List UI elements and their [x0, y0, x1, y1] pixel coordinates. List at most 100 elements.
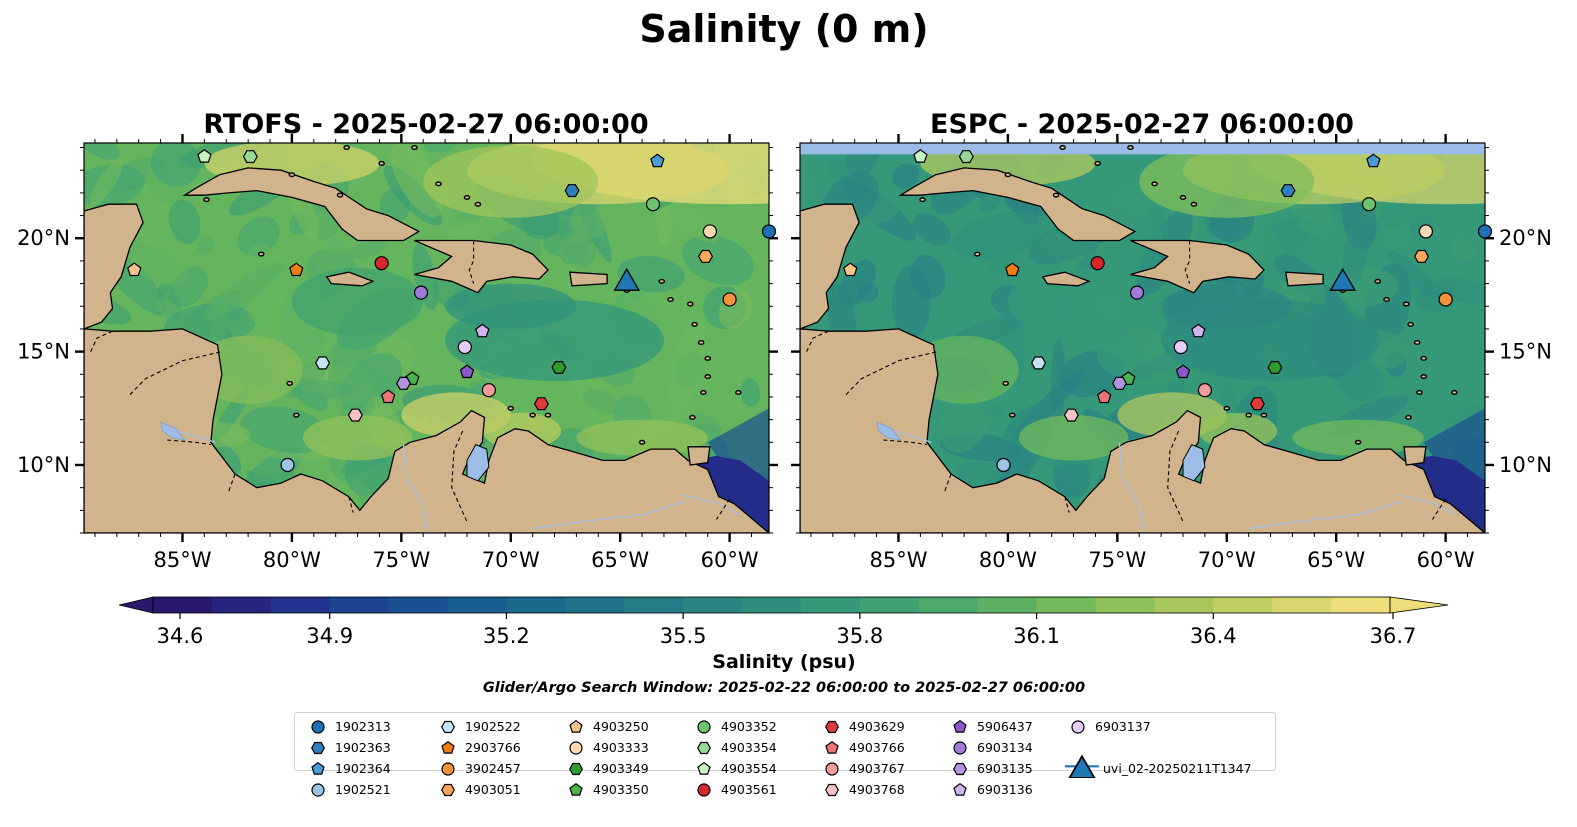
- country-border: [129, 351, 223, 396]
- legend-item-4903768: 4903768: [819, 779, 905, 800]
- legend-item-4903354: 4903354: [691, 737, 777, 758]
- legend-item-3902457: 3902457: [435, 758, 521, 779]
- colorbar-tick-label: 35.5: [660, 624, 707, 648]
- search-window-caption: Glider/Argo Search Window: 2025-02-22 06…: [483, 680, 1085, 696]
- colorbar-frame: [152, 596, 1391, 614]
- colorbar-segment: [506, 597, 566, 613]
- legend-item-6903136: 6903136: [947, 779, 1033, 800]
- legend-label: 5906437: [977, 719, 1033, 734]
- colorbar-segment: [859, 597, 920, 613]
- islet: [1405, 414, 1412, 420]
- country-border: [1184, 240, 1191, 284]
- platform-marker-4903554: [913, 149, 928, 163]
- country-border: [451, 430, 468, 522]
- islet: [529, 412, 536, 418]
- land-yucatan: [800, 203, 860, 330]
- legend-label: 4903766: [849, 740, 905, 755]
- platform-marker-4903768: [347, 408, 363, 422]
- platform-marker-6903136: [475, 323, 490, 338]
- legend-label: 4903554: [721, 761, 777, 776]
- islet: [1374, 278, 1382, 284]
- islet: [667, 296, 674, 302]
- islet: [1059, 145, 1066, 151]
- islet: [1383, 296, 1390, 302]
- river-line: [681, 493, 741, 516]
- islet: [378, 160, 385, 166]
- legend-label: 1902313: [335, 719, 391, 734]
- legend-item-1902522: 1902522: [435, 716, 521, 737]
- legend-marker-hexagon-icon: [825, 783, 839, 796]
- legend-item-4903561: 4903561: [691, 779, 777, 800]
- land-hispaniola: [414, 239, 549, 294]
- land-yucatan: [84, 203, 144, 330]
- legend-marker-circle-icon: [825, 761, 839, 776]
- country-border: [883, 439, 927, 446]
- legend-item-uvi_02-20250211T1347: uvi_02-20250211T1347: [1065, 754, 1252, 779]
- legend-item-4903349: 4903349: [563, 758, 649, 779]
- country-border: [227, 473, 236, 493]
- legend-marker-pentagon-icon: [569, 782, 583, 796]
- islet: [686, 301, 694, 307]
- panel-title-espc: ESPC - 2025-02-27 06:00:00: [930, 109, 1354, 140]
- map-frame: [799, 142, 1486, 534]
- colorbar-segment: [1154, 597, 1214, 613]
- legend-item-4903333: 4903333: [563, 737, 649, 758]
- land-layer: [84, 145, 769, 533]
- platform-marker-4903051: [698, 249, 714, 263]
- platform-marker-1902522: [1031, 356, 1047, 370]
- platform-marker-4903354: [242, 150, 258, 164]
- legend-marker-pentagon-icon: [569, 719, 583, 733]
- lon-tick-label: 85°W: [153, 548, 211, 572]
- platform-marker-6903136: [1191, 323, 1206, 338]
- islet: [1354, 439, 1362, 445]
- legend-item-5906437: 5906437: [947, 716, 1033, 737]
- legend-marker-hexagon-icon: [441, 783, 455, 796]
- lon-tick-label: 60°W: [1417, 548, 1475, 572]
- lon-tick-label: 60°W: [701, 548, 759, 572]
- legend-item-4903051: 4903051: [435, 779, 521, 800]
- lat-tick-label: 15°N: [17, 340, 70, 364]
- colorbar-segment: [565, 597, 625, 613]
- islet: [1260, 412, 1268, 418]
- legend-marker-circle-icon: [697, 782, 711, 797]
- figure-title: Salinity (0 m): [639, 7, 928, 51]
- legend-label: 1902521: [335, 782, 391, 797]
- islet: [257, 251, 265, 257]
- islet: [288, 172, 296, 178]
- platform-marker-1902363: [1280, 184, 1296, 198]
- colorbar-segment: [1213, 597, 1273, 613]
- legend-label: 3902457: [465, 761, 521, 776]
- islet: [1004, 172, 1012, 178]
- islet: [1420, 374, 1428, 380]
- islet: [286, 380, 294, 386]
- platform-marker-4903766: [1096, 389, 1112, 404]
- platform-marker-3902457: [722, 292, 737, 307]
- legend-marker-hexagon-icon: [569, 762, 583, 775]
- river-line: [532, 500, 687, 530]
- platform-marker-5906437: [1175, 364, 1191, 379]
- colorbar-segment: [624, 597, 684, 613]
- platform-marker-4903767: [481, 383, 496, 398]
- islet: [1402, 301, 1410, 307]
- platform-marker-2903766: [1005, 262, 1020, 277]
- legend-marker-hexagon-icon: [953, 762, 967, 775]
- islet: [343, 145, 350, 151]
- legend-marker-hexagon-icon: [825, 720, 839, 733]
- colorbar-segment: [211, 597, 272, 613]
- platform-marker-4903629: [1249, 397, 1265, 411]
- legend-label: uvi_02-20250211T1347: [1103, 761, 1252, 776]
- river-line: [893, 430, 932, 443]
- legend-label: 4903333: [593, 740, 649, 755]
- platform-marker-4903051: [1414, 249, 1430, 263]
- country-border: [806, 330, 829, 352]
- lon-tick-label: 75°W: [372, 548, 430, 572]
- legend-label: 4903051: [465, 782, 521, 797]
- legend-label: 6903136: [977, 782, 1033, 797]
- lon-tick-label: 80°W: [979, 548, 1037, 572]
- colorbar-segment: [683, 597, 743, 613]
- lake-nicaragua: [876, 421, 902, 441]
- islet: [1179, 194, 1187, 200]
- land-hispaniola: [1130, 239, 1265, 294]
- legend-item-4903629: 4903629: [819, 716, 905, 737]
- platform-marker-4903352: [1361, 197, 1377, 212]
